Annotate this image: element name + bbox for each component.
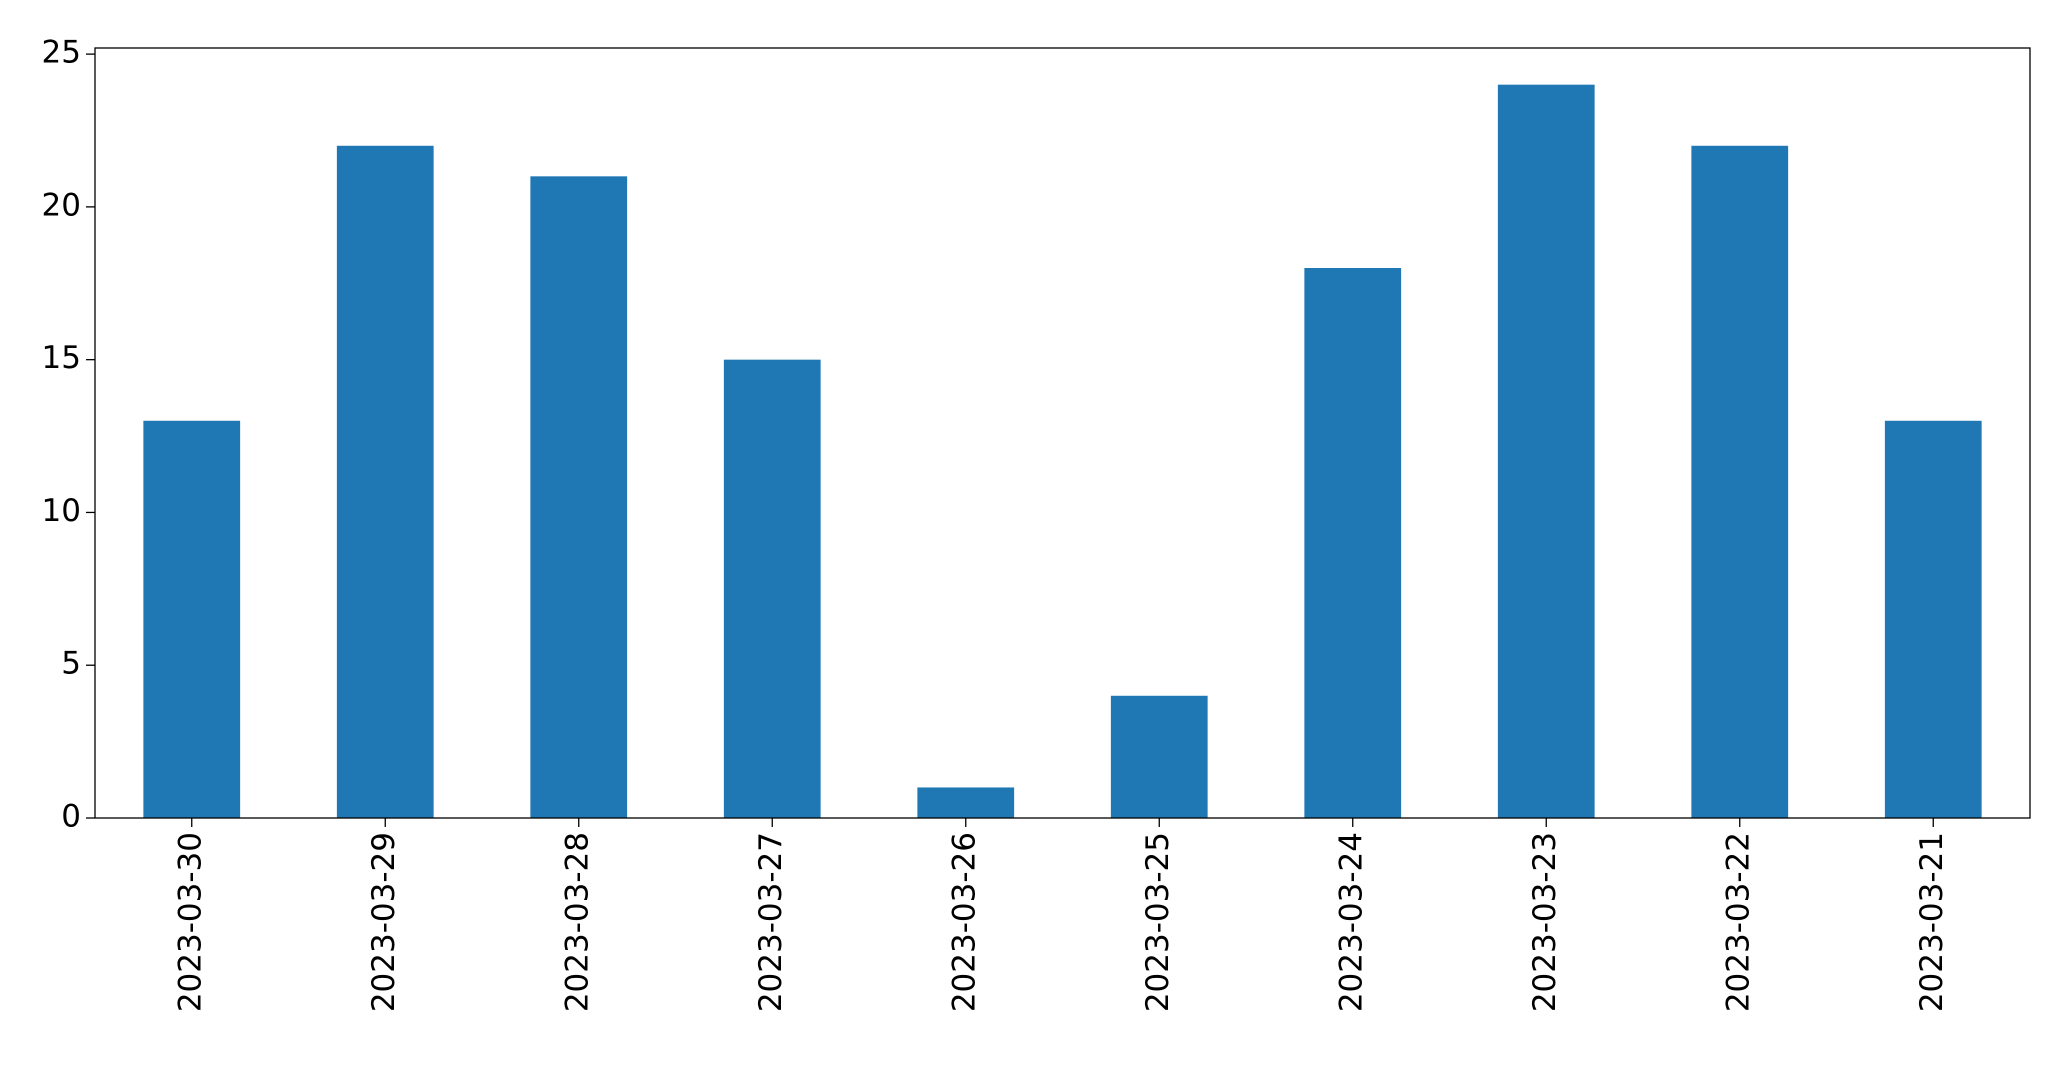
x-tick-label: 2023-03-29	[366, 832, 402, 1012]
x-tick-label: 2023-03-21	[1914, 832, 1950, 1012]
y-tick-label: 0	[61, 799, 81, 835]
x-tick-label: 2023-03-25	[1140, 832, 1176, 1012]
y-tick-label: 10	[42, 493, 81, 529]
x-tick-label: 2023-03-24	[1333, 832, 1369, 1012]
x-tick-label: 2023-03-22	[1720, 832, 1756, 1012]
bar	[1497, 84, 1595, 818]
x-tick-label: 2023-03-28	[559, 832, 595, 1012]
bar	[530, 176, 628, 819]
y-tick-label: 25	[42, 35, 81, 71]
bar	[1304, 268, 1402, 818]
bar	[336, 145, 434, 818]
x-tick-label: 2023-03-27	[753, 832, 789, 1012]
y-tick-label: 5	[61, 646, 81, 682]
plot-frame	[94, 47, 2031, 819]
y-tick-label: 15	[42, 340, 81, 376]
bar	[1691, 145, 1789, 818]
y-tick-label: 20	[42, 187, 81, 223]
bar	[723, 359, 821, 818]
bar	[1110, 695, 1208, 818]
bar	[143, 420, 241, 818]
x-tick-label: 2023-03-26	[946, 832, 982, 1012]
bar	[917, 787, 1015, 818]
bar	[1884, 420, 1982, 818]
x-tick-label: 2023-03-30	[172, 832, 208, 1012]
x-tick-label: 2023-03-23	[1527, 832, 1563, 1012]
